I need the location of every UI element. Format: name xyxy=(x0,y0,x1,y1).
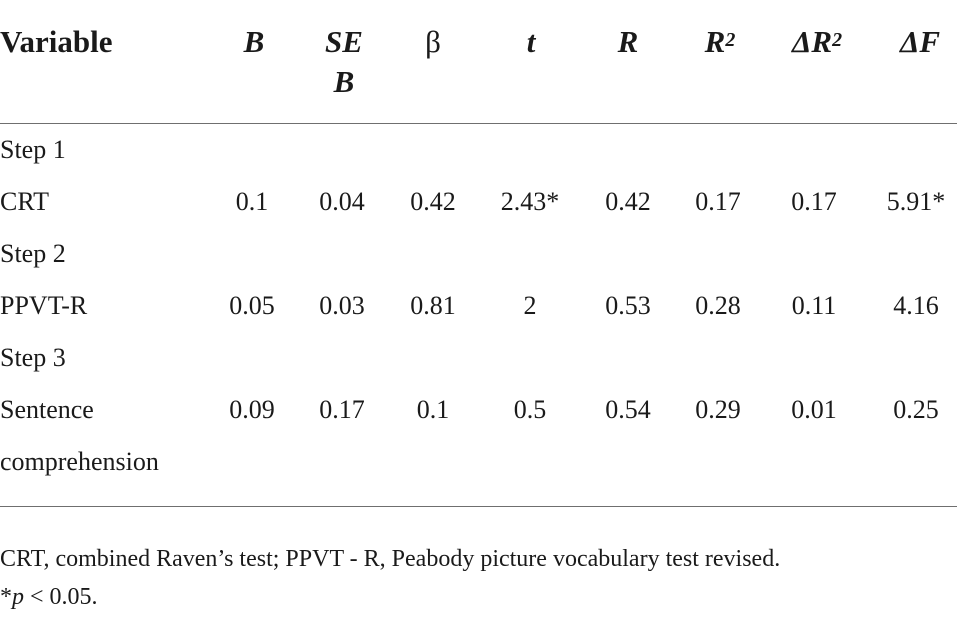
abbreviations-note: CRT, combined Raven’s test; PPVT - R, Pe… xyxy=(0,546,781,572)
cell-t: 2 xyxy=(523,291,537,320)
cell-delta-f: 4.16 xyxy=(893,291,939,320)
cell-r-squared: 0.28 xyxy=(695,291,741,320)
header-r: R xyxy=(617,24,639,59)
row-label: Sentence comprehension xyxy=(0,384,159,488)
top-rule xyxy=(0,123,957,124)
header-se-b-line1: SE xyxy=(325,24,363,59)
row-label-line1: Sentence xyxy=(0,395,94,424)
cell-r: 0.53 xyxy=(605,291,651,320)
row-label: Step 3 xyxy=(0,343,66,372)
header-delta-r-squared: ΔR2 xyxy=(782,22,852,62)
table-notes: CRT, combined Raven’s test; PPVT - R, Pe… xyxy=(0,540,780,616)
table-row: Sentence comprehension 0.09 0.17 0.1 0.5… xyxy=(0,384,957,488)
table-row: Step 2 xyxy=(0,228,957,280)
cell-se-b: 0.17 xyxy=(319,395,365,424)
header-delta-r-squared-base: ΔR xyxy=(791,24,833,59)
row-label-line2: comprehension xyxy=(0,447,159,476)
header-r-squared: R2 xyxy=(695,22,745,62)
header-r-squared-base: R xyxy=(704,24,726,59)
header-se-b: SE B xyxy=(318,22,370,102)
table-row: Step 3 xyxy=(0,332,957,384)
header-se-b-line2: B xyxy=(333,64,355,99)
table-header: Variable B SE B β t R R2 ΔR2 ΔF xyxy=(0,0,957,123)
header-t: t xyxy=(526,24,536,59)
header-variable: Variable xyxy=(0,24,113,59)
header-beta: β xyxy=(425,24,441,59)
header-r-squared-sup: 2 xyxy=(725,29,736,51)
significance-asterisk: * xyxy=(0,584,12,610)
header-delta-f: ΔF xyxy=(899,24,941,59)
cell-r: 0.42 xyxy=(605,187,651,216)
row-label: Step 1 xyxy=(0,135,66,164)
cell-se-b: 0.04 xyxy=(319,187,365,216)
header-b: B xyxy=(243,24,265,59)
significance-p: p xyxy=(12,584,24,610)
row-label: PPVT-R xyxy=(0,291,88,320)
table-row: PPVT-R 0.05 0.03 0.81 2 0.53 0.28 0.11 4… xyxy=(0,280,957,332)
cell-b: 0.1 xyxy=(235,187,269,216)
bottom-rule xyxy=(0,506,957,507)
cell-t: 0.5 xyxy=(513,395,547,424)
cell-b: 0.05 xyxy=(229,291,275,320)
cell-r: 0.54 xyxy=(605,395,651,424)
cell-delta-f: 0.25 xyxy=(893,395,939,424)
cell-r-squared: 0.17 xyxy=(695,187,741,216)
cell-t: 2.43* xyxy=(500,187,560,216)
significance-note: *p < 0.05. xyxy=(0,578,780,616)
cell-delta-r-squared: 0.01 xyxy=(791,395,837,424)
cell-delta-f: 5.91* xyxy=(886,187,946,216)
cell-beta: 0.81 xyxy=(410,291,456,320)
table-row: Step 1 xyxy=(0,124,957,176)
header-delta-r-squared-sup: 2 xyxy=(832,29,843,51)
row-label: CRT xyxy=(0,187,50,216)
cell-se-b: 0.03 xyxy=(319,291,365,320)
regression-table: Variable B SE B β t R R2 ΔR2 ΔF Step 1 C… xyxy=(0,0,957,507)
cell-b: 0.09 xyxy=(229,395,275,424)
cell-delta-r-squared: 0.17 xyxy=(791,187,837,216)
cell-delta-r-squared: 0.11 xyxy=(791,291,837,320)
row-label: Step 2 xyxy=(0,239,66,268)
table-row: CRT 0.1 0.04 0.42 2.43* 0.42 0.17 0.17 5… xyxy=(0,176,957,228)
significance-threshold: < 0.05. xyxy=(24,584,98,610)
cell-beta: 0.42 xyxy=(410,187,456,216)
cell-beta: 0.1 xyxy=(416,395,450,424)
cell-r-squared: 0.29 xyxy=(695,395,741,424)
